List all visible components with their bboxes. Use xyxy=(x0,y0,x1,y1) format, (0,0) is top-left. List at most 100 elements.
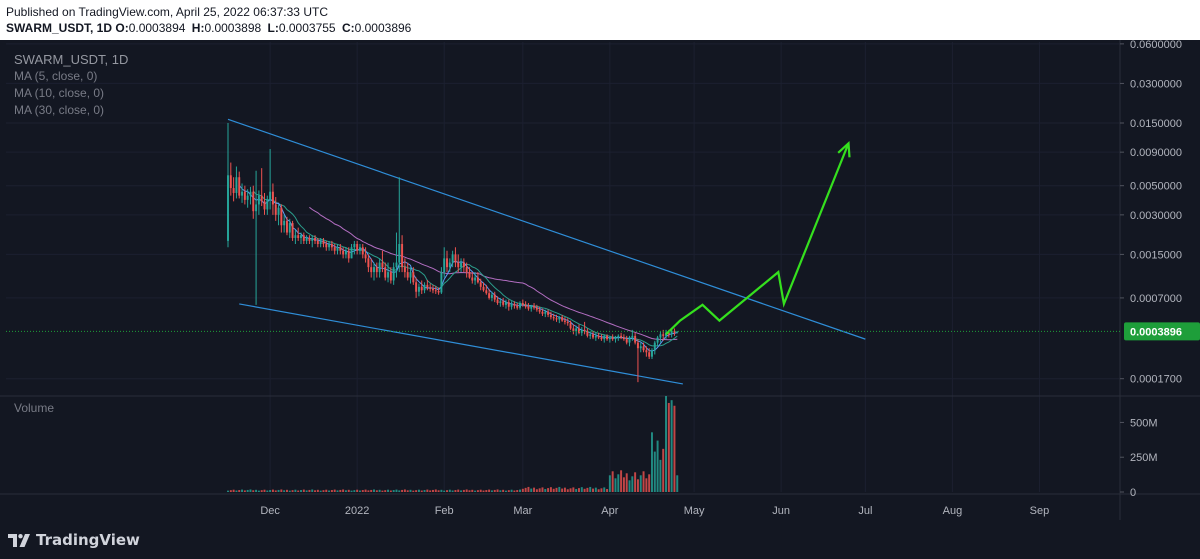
volume-bar xyxy=(645,478,648,492)
volume-bar xyxy=(519,489,521,492)
tradingview-logo-icon xyxy=(8,533,30,547)
candle-body xyxy=(628,337,631,343)
volume-bar xyxy=(395,489,398,492)
tradingview-logo[interactable]: TradingView xyxy=(8,531,140,549)
volume-bar xyxy=(583,488,586,492)
candle-body xyxy=(530,305,533,309)
candle-body xyxy=(659,334,662,338)
volume-bar xyxy=(339,489,342,492)
price-axis[interactable]: 0.0600000 0.0300000 0.0150000 0.0090000 0.00… xyxy=(1120,40,1182,386)
candle-body xyxy=(569,323,572,329)
candle-body xyxy=(589,334,592,336)
volume-bar xyxy=(471,489,474,492)
candle-body xyxy=(583,329,586,332)
candle-body xyxy=(358,247,361,251)
volume-bar xyxy=(561,488,564,492)
candle-body xyxy=(431,288,434,291)
candle-body xyxy=(291,223,294,238)
volume-bar xyxy=(499,490,502,492)
legend-ma5[interactable]: MA (5, close, 0) xyxy=(14,69,98,83)
time-axis[interactable]: Dec 2022 Feb Mar Apr May Jun Jul Aug Sep xyxy=(260,505,1049,517)
candle-body xyxy=(440,272,443,293)
candle-body xyxy=(471,277,474,281)
candle-body xyxy=(600,337,603,340)
candle-body xyxy=(232,188,235,193)
volume-bar xyxy=(249,489,252,492)
volume-bar xyxy=(361,490,364,492)
candle-body xyxy=(460,262,463,268)
volume-bar xyxy=(409,489,412,492)
volume-label[interactable]: Volume xyxy=(14,401,55,415)
time-tick-label: Sep xyxy=(1030,505,1050,517)
last-price-label: 0.0003896 xyxy=(1130,326,1182,338)
volume-bar xyxy=(521,488,524,492)
volume-bar xyxy=(431,489,434,492)
volume-bars xyxy=(227,396,679,492)
candle-body xyxy=(622,337,625,340)
candle-body xyxy=(586,331,589,336)
volume-bar xyxy=(308,489,311,492)
tradingview-brand: TradingView xyxy=(36,531,140,549)
candle-body xyxy=(339,247,342,251)
candle-body xyxy=(316,240,319,245)
candle-body xyxy=(375,267,378,273)
candle-body xyxy=(280,207,283,226)
trendline-lower xyxy=(239,303,683,385)
candle-body xyxy=(617,335,620,338)
candle-body xyxy=(665,332,668,336)
candle-body xyxy=(401,244,404,268)
volume-bar xyxy=(300,490,302,492)
candle-body xyxy=(561,317,564,321)
candle-body xyxy=(645,350,648,353)
candle-body xyxy=(373,267,375,273)
volume-bar xyxy=(589,486,592,492)
candle-body xyxy=(563,320,566,322)
candle-body xyxy=(384,267,387,278)
volume-bar xyxy=(549,487,552,492)
volume-bar xyxy=(330,490,333,492)
volume-bar xyxy=(479,489,482,492)
candle-body xyxy=(527,306,530,309)
volume-bar xyxy=(274,490,277,492)
candle-body xyxy=(549,314,552,318)
legend-ma10[interactable]: MA (10, close, 0) xyxy=(14,86,105,100)
candle-body xyxy=(454,254,457,263)
volume-tick-label: 0 xyxy=(1130,487,1136,499)
candle-body xyxy=(378,262,381,273)
candle-body xyxy=(417,286,420,292)
chart-canvas[interactable]: 0.0003896 0.06000000.03000000.01500000.0… xyxy=(0,40,1200,521)
volume-bar xyxy=(373,489,375,492)
volume-bar xyxy=(269,490,272,492)
ohlc-line: SWARM_USDT, 1D O:0.0003894 H:0.0003898 L… xyxy=(6,21,414,35)
volume-bar xyxy=(246,489,249,492)
volume-bar xyxy=(628,480,631,492)
candle-body xyxy=(521,303,524,305)
candle-body xyxy=(670,331,673,335)
volume-bar xyxy=(516,490,519,492)
close-label: C: xyxy=(341,21,355,35)
volume-bar xyxy=(401,489,404,492)
price-tick-label: 0.0090000 xyxy=(1130,147,1182,159)
volume-bar xyxy=(283,490,286,492)
volume-bar xyxy=(344,490,347,492)
candle-body xyxy=(336,247,339,251)
candle-body xyxy=(446,258,448,268)
volume-bar xyxy=(594,487,597,492)
last-price-tag xyxy=(1124,322,1200,341)
candle-body xyxy=(387,272,390,278)
volume-bar xyxy=(451,490,454,492)
candle-body xyxy=(516,305,519,308)
last-price-line: 0.0003896 xyxy=(6,322,1200,341)
volume-bar xyxy=(504,490,507,492)
candle-body xyxy=(662,334,665,336)
volume-bar xyxy=(670,400,673,492)
candle-body xyxy=(625,339,628,343)
volume-bar xyxy=(319,490,322,492)
price-tick-label: 0.0001700 xyxy=(1130,374,1182,386)
candle-body xyxy=(288,223,291,233)
volume-bar xyxy=(448,489,451,492)
volume-bar xyxy=(527,486,530,492)
candle-body xyxy=(415,282,418,292)
legend-ma30[interactable]: MA (30, close, 0) xyxy=(14,103,105,117)
volume-bar xyxy=(288,490,291,492)
